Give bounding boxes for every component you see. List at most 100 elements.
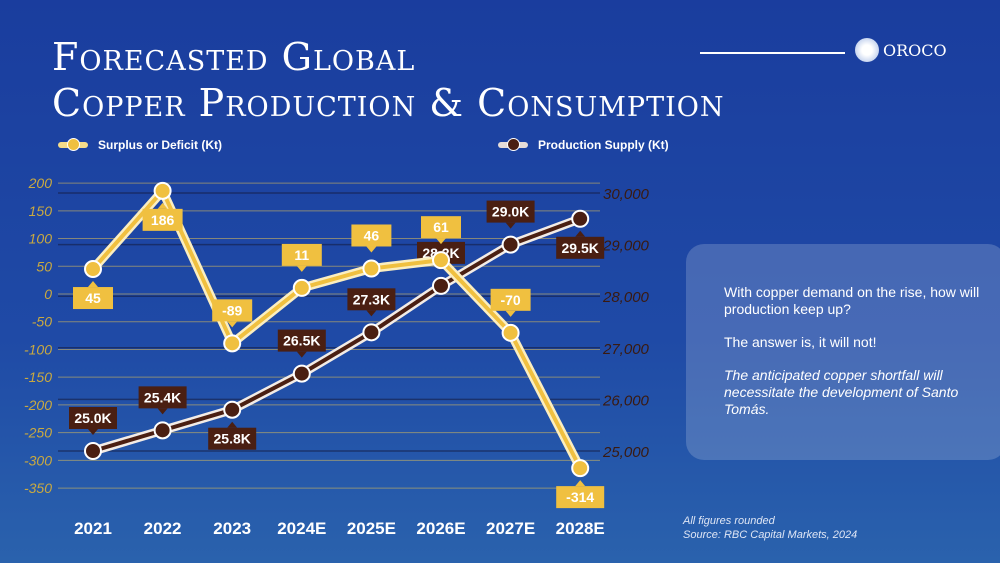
supply-data-label-pointer xyxy=(157,408,168,415)
supply-data-label: 27.3K xyxy=(353,291,390,307)
right-tick-label: 29,000 xyxy=(602,238,650,255)
surplus-data-label: 11 xyxy=(294,247,309,263)
footer: All figures rounded Source: RBC Capital M… xyxy=(683,514,857,542)
surplus-data-label: 45 xyxy=(85,290,101,306)
x-tick-label: 2025E xyxy=(347,519,396,538)
legend-surplus-label: Surplus or Deficit (Kt) xyxy=(98,138,223,152)
surplus-data-label: -89 xyxy=(222,302,242,318)
legend-surplus: Surplus or Deficit (Kt) xyxy=(58,138,222,152)
supply-data-label: 26.5K xyxy=(283,333,320,349)
supply-data-label-box xyxy=(347,288,396,311)
surplus-data-label-pointer xyxy=(505,310,516,317)
surplus-data-label-pointer xyxy=(436,238,446,245)
left-tick-label: -150 xyxy=(24,369,52,385)
surplus-point xyxy=(501,323,520,342)
x-tick-label: 2027E xyxy=(486,519,535,538)
page-title: Forecasted Global Copper Production & Con… xyxy=(52,34,725,126)
left-tick-label: -350 xyxy=(24,480,52,496)
title-line-2: Copper Production & Consumption xyxy=(52,81,725,125)
left-tick-label: 200 xyxy=(28,175,53,191)
logo-icon xyxy=(855,38,879,62)
surplus-data-label-box xyxy=(351,224,392,247)
left-tick-label: 50 xyxy=(36,258,52,274)
supply-data-label-box xyxy=(277,329,326,352)
left-tick-label: 150 xyxy=(29,203,53,219)
legend-supply-label: Production Supply (Kt) xyxy=(538,138,669,152)
x-tick-label: 2028E xyxy=(556,519,605,538)
left-tick-label: -100 xyxy=(24,341,52,357)
supply-point xyxy=(362,323,381,342)
supply-point xyxy=(501,235,520,254)
left-tick-label: -300 xyxy=(24,452,52,468)
supply-data-label: 25.4K xyxy=(144,389,181,405)
surplus-point xyxy=(223,334,242,353)
x-tick-label: 2022 xyxy=(144,519,182,538)
left-tick-label: 100 xyxy=(29,231,53,247)
supply-data-label-box xyxy=(486,200,535,223)
left-tick-label: -50 xyxy=(32,314,52,330)
left-tick-label: 0 xyxy=(44,286,52,302)
right-tick-label: 30,000 xyxy=(603,186,650,203)
panel-text-3: The anticipated copper shortfall will ne… xyxy=(724,367,959,417)
surplus-point xyxy=(153,181,172,200)
supply-data-label: 25.0K xyxy=(74,410,111,426)
left-tick-label: -250 xyxy=(24,425,52,441)
surplus-data-label-box xyxy=(212,299,253,322)
logo: OROCO xyxy=(855,38,947,62)
surplus-data-label-box xyxy=(490,288,531,311)
supply-data-label-pointer xyxy=(505,222,516,229)
supply-data-label-box xyxy=(208,427,257,450)
surplus-data-label-pointer xyxy=(366,246,377,253)
title-line-1: Forecasted Global xyxy=(52,35,416,79)
surplus-point xyxy=(84,260,102,279)
left-tick-label: -200 xyxy=(24,397,52,413)
footer-note: All figures rounded xyxy=(683,515,775,527)
supply-point xyxy=(292,364,311,383)
supply-data-label: 29.5K xyxy=(562,240,599,256)
supply-line xyxy=(92,216,581,453)
supply-data-label: 29.0K xyxy=(492,204,529,220)
supply-point xyxy=(432,276,450,295)
surplus-data-label: 61 xyxy=(433,219,449,235)
surplus-data-label-pointer xyxy=(157,202,168,209)
surplus-data-label: -314 xyxy=(566,489,594,505)
surplus-data-label: 46 xyxy=(364,227,380,243)
surplus-data-label-pointer xyxy=(227,321,238,328)
supply-data-label-pointer xyxy=(296,351,307,358)
supply-point xyxy=(571,209,590,228)
surplus-data-label-box xyxy=(281,243,322,266)
surplus-data-label-box xyxy=(421,216,461,239)
supply-data-label-pointer xyxy=(88,429,98,435)
supply-data-label-box xyxy=(556,236,605,259)
surplus-data-label-box xyxy=(556,486,605,509)
right-tick-label: 28,000 xyxy=(602,289,650,306)
surplus-point xyxy=(432,251,450,270)
x-tick-label: 2026E xyxy=(416,519,465,538)
supply-point xyxy=(153,421,172,440)
supply-data-label: 25.8K xyxy=(214,431,251,447)
surplus-data-label-pointer xyxy=(88,281,98,288)
legend-supply-swatch xyxy=(498,138,528,151)
supply-data-label-box xyxy=(69,407,117,429)
surplus-point xyxy=(292,278,311,297)
surplus-data-label-pointer xyxy=(296,265,307,272)
x-tick-label: 2021 xyxy=(74,519,112,538)
surplus-data-label: -70 xyxy=(500,292,520,308)
x-tick-label: 2024E xyxy=(277,519,326,538)
info-panel: With copper demand on the rise, how will… xyxy=(686,244,1000,460)
legend-surplus-swatch xyxy=(58,138,88,151)
surplus-point xyxy=(362,259,381,278)
panel-text-1: With copper demand on the rise, how will… xyxy=(724,284,980,317)
right-tick-label: 26,000 xyxy=(602,392,650,409)
surplus-data-label: 186 xyxy=(151,212,175,228)
right-tick-label: 27,000 xyxy=(602,341,650,358)
surplus-data-label-box xyxy=(73,287,113,310)
supply-data-label-pointer xyxy=(575,230,586,237)
supply-data-label-pointer xyxy=(366,310,377,317)
surplus-point xyxy=(571,459,590,478)
x-tick-label: 2023 xyxy=(213,519,251,538)
supply-point xyxy=(84,442,102,460)
legend-supply: Production Supply (Kt) xyxy=(498,138,669,152)
supply-point xyxy=(223,400,242,419)
